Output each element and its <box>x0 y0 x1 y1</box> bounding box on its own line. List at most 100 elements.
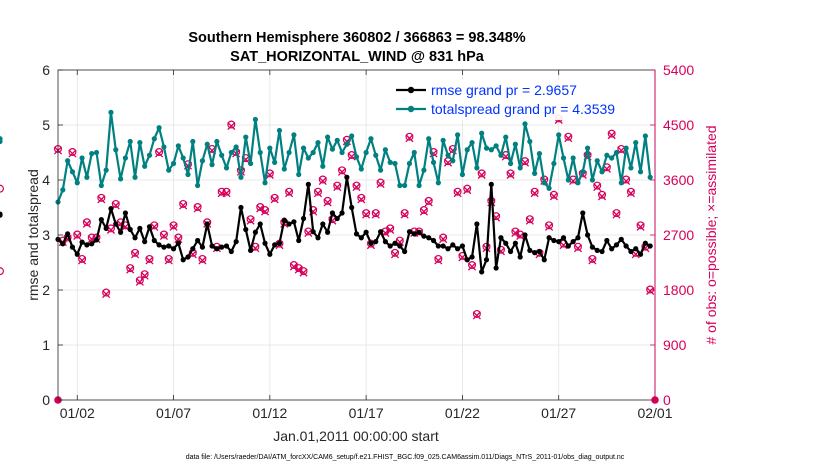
spread-series-point <box>618 180 624 186</box>
obs-assimilated-marker <box>472 311 481 320</box>
obs-possible-marker <box>439 233 448 242</box>
obs-assimilated-marker <box>318 176 327 186</box>
obs-possible-marker <box>270 193 279 202</box>
spread-series-point <box>368 136 374 142</box>
right-y-tick-label: 4500 <box>663 117 694 133</box>
obs-count-marker <box>525 215 534 225</box>
spread-series-point <box>122 155 129 161</box>
obs-assimilated-marker <box>636 222 645 231</box>
obs-possible-marker <box>102 288 111 297</box>
obs-count-marker <box>390 248 400 259</box>
right-y-tick-label: 3600 <box>663 172 694 188</box>
spread-series-point <box>633 140 639 146</box>
rmse-series-point <box>512 240 518 246</box>
rmse-series-point <box>334 215 340 222</box>
spread-series-point <box>79 155 85 161</box>
rmse-series-point <box>503 240 509 246</box>
rmse-series-point <box>65 231 71 237</box>
rmse-series-point <box>243 226 249 233</box>
rmse-series-point <box>556 239 562 245</box>
obs-assimilated-marker <box>73 231 82 241</box>
spread-series-point <box>397 182 403 189</box>
rmse-series-point <box>60 241 66 247</box>
rmse-series-point <box>281 217 287 223</box>
spread-series-point <box>556 132 562 138</box>
obs-possible-marker <box>636 221 645 230</box>
left-y-tick-label: 6 <box>42 62 50 78</box>
obs-count-marker <box>337 166 347 176</box>
obs-count-marker <box>246 215 255 225</box>
obs-assimilated-marker <box>347 152 356 161</box>
rmse-series-point <box>541 257 547 263</box>
obs-assimilated-marker <box>78 256 87 265</box>
obs-assimilated-marker <box>140 271 149 280</box>
obs-assimilated-marker <box>463 186 472 195</box>
rmse-series-point <box>599 248 605 255</box>
rmse-series-point <box>353 231 360 237</box>
obs-count-marker <box>352 181 361 192</box>
obs-possible-marker <box>386 224 395 233</box>
rmse-series-point <box>637 251 644 257</box>
spread-series-point <box>445 152 451 158</box>
obs-possible-marker <box>333 181 342 190</box>
spread-series-point <box>219 152 225 158</box>
left-y-axis-label: rmse and totalspread <box>25 169 41 301</box>
left-y-tick-label: 0 <box>42 392 50 408</box>
obs-assimilated-marker <box>135 277 144 286</box>
obs-possible-marker <box>155 148 164 157</box>
obs-count-marker <box>453 187 462 198</box>
obs-assimilated-marker <box>313 189 323 198</box>
obs-possible-marker <box>323 196 332 205</box>
rmse-series-point <box>604 237 610 244</box>
spread-series-point <box>609 155 615 161</box>
spread-series-point <box>363 149 369 156</box>
spread-series-point <box>450 158 456 164</box>
legend-background <box>390 80 652 120</box>
obs-assimilated-marker <box>371 210 380 219</box>
spread-series-point <box>551 160 557 167</box>
obs-assimilated-marker <box>159 231 168 241</box>
obs-assimilated-marker <box>193 204 202 213</box>
rmse-series-point <box>536 248 543 255</box>
obs-assimilated-marker <box>467 262 477 271</box>
rmse-series-line <box>57 176 651 273</box>
obs-count-marker <box>434 254 443 265</box>
spread-series-point <box>60 187 66 193</box>
rmse-series-point <box>113 221 119 227</box>
rmse-series-point <box>551 237 557 244</box>
obs-possible-marker <box>352 181 361 190</box>
rmse-series-point <box>315 235 321 241</box>
rmse-series-point <box>532 250 538 256</box>
rmse-series-point <box>74 251 80 257</box>
rmse-series-point <box>575 235 581 241</box>
rmse-series-point <box>219 244 225 250</box>
obs-possible-marker <box>530 187 539 196</box>
obs-count-marker <box>588 254 597 265</box>
right-y-axis-ticks: 0 900 1800 2700 3600 4500 5400 <box>650 62 694 408</box>
obs-assimilated-marker <box>246 216 255 225</box>
obs-count-marker <box>573 242 583 253</box>
spread-series-point <box>305 155 311 161</box>
obs-assimilated-marker <box>289 262 298 271</box>
rmse-series-point <box>228 248 234 255</box>
obs-possible-marker <box>164 254 173 263</box>
obs-possible-marker <box>82 218 91 227</box>
x-tick-label: 01/02 <box>60 405 95 421</box>
spread-series-point <box>142 163 148 169</box>
spread-series-point <box>325 134 331 140</box>
spread-series-point <box>358 166 364 172</box>
obs-possible-marker <box>626 187 635 196</box>
obs-assimilated-marker <box>145 256 154 265</box>
rmse-series-point <box>589 244 596 250</box>
obs-possible-marker <box>246 215 255 224</box>
rmse-series-point <box>209 243 215 249</box>
rmse-series-point <box>175 240 181 246</box>
rmse-series-point <box>339 210 345 216</box>
spread-series-point <box>426 136 432 142</box>
obs-count-marker <box>285 187 294 198</box>
rmse-series-point <box>84 242 90 248</box>
rmse-series-point <box>103 225 109 231</box>
obs-possible-marker <box>97 193 106 202</box>
spread-series-point <box>464 147 470 153</box>
